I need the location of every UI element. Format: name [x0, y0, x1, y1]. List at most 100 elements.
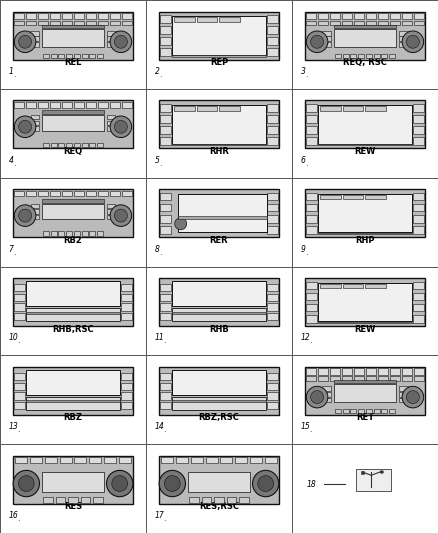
Bar [322, 42, 332, 47]
Bar [14, 102, 24, 108]
Bar [343, 368, 352, 375]
Bar [121, 313, 132, 320]
Bar [89, 54, 95, 58]
Bar [42, 204, 104, 220]
Bar [306, 204, 317, 212]
Bar [343, 376, 352, 381]
Bar [172, 370, 266, 395]
Bar [160, 15, 171, 23]
Bar [189, 497, 199, 503]
Bar [160, 294, 171, 301]
Bar [330, 376, 340, 381]
Bar [389, 54, 395, 58]
Bar [161, 457, 173, 463]
Text: .: . [163, 425, 165, 434]
Bar [106, 204, 115, 208]
Bar [174, 17, 195, 22]
Bar [366, 13, 376, 19]
Bar [30, 31, 39, 36]
Bar [43, 231, 49, 236]
Bar [43, 143, 49, 148]
Bar [14, 457, 27, 463]
Bar [267, 204, 278, 212]
Bar [172, 17, 266, 55]
Bar [14, 191, 24, 197]
Ellipse shape [110, 31, 132, 53]
Ellipse shape [159, 470, 185, 497]
Bar [358, 409, 364, 414]
Bar [205, 457, 218, 463]
Bar [89, 457, 102, 463]
Bar [13, 367, 133, 415]
Bar [378, 376, 388, 381]
Text: .: . [17, 336, 19, 345]
Bar [122, 102, 131, 108]
Bar [366, 54, 372, 58]
Text: .: . [305, 159, 307, 168]
Bar [50, 13, 60, 19]
Bar [318, 283, 412, 321]
Bar [93, 497, 103, 503]
Bar [307, 368, 316, 375]
Bar [320, 106, 341, 110]
Bar [106, 42, 116, 47]
Ellipse shape [106, 470, 133, 497]
Text: 1: 1 [9, 67, 14, 76]
Bar [366, 409, 372, 414]
Bar [413, 104, 424, 111]
Bar [226, 497, 237, 503]
Bar [120, 457, 131, 463]
Bar [14, 294, 25, 301]
Text: .: . [159, 159, 162, 168]
Ellipse shape [164, 475, 180, 491]
Bar [267, 126, 278, 134]
Bar [354, 376, 364, 381]
Bar [159, 12, 279, 60]
Bar [318, 144, 412, 146]
Bar [267, 49, 278, 56]
Bar [343, 13, 352, 19]
Bar [86, 191, 95, 197]
Bar [160, 383, 171, 390]
Bar [413, 226, 424, 234]
Bar [413, 293, 424, 300]
Bar [81, 231, 88, 236]
Ellipse shape [13, 470, 39, 497]
Bar [178, 195, 268, 232]
Bar [399, 42, 408, 47]
Bar [413, 126, 424, 134]
Ellipse shape [14, 31, 36, 53]
Bar [110, 102, 120, 108]
Text: REL: REL [64, 58, 82, 67]
Bar [214, 497, 224, 503]
Text: .: . [17, 425, 19, 434]
Bar [354, 368, 364, 375]
Bar [110, 13, 120, 19]
Bar [89, 231, 95, 236]
Bar [343, 195, 363, 199]
Bar [14, 383, 25, 390]
Ellipse shape [258, 475, 274, 491]
Ellipse shape [306, 386, 328, 408]
Bar [58, 231, 64, 236]
Bar [14, 373, 25, 381]
Bar [413, 115, 424, 123]
Ellipse shape [112, 475, 127, 491]
Bar [14, 313, 25, 320]
Bar [413, 281, 424, 289]
Bar [172, 144, 266, 146]
Text: 17: 17 [155, 511, 165, 520]
Bar [160, 26, 171, 34]
Ellipse shape [311, 35, 324, 48]
Bar [305, 367, 425, 415]
Bar [318, 233, 412, 235]
Ellipse shape [110, 116, 132, 138]
Bar [306, 304, 317, 311]
Bar [121, 373, 132, 381]
Bar [267, 37, 278, 45]
Bar [399, 398, 408, 402]
Bar [14, 13, 24, 19]
Ellipse shape [14, 205, 36, 227]
Bar [399, 386, 408, 391]
Bar [74, 102, 84, 108]
